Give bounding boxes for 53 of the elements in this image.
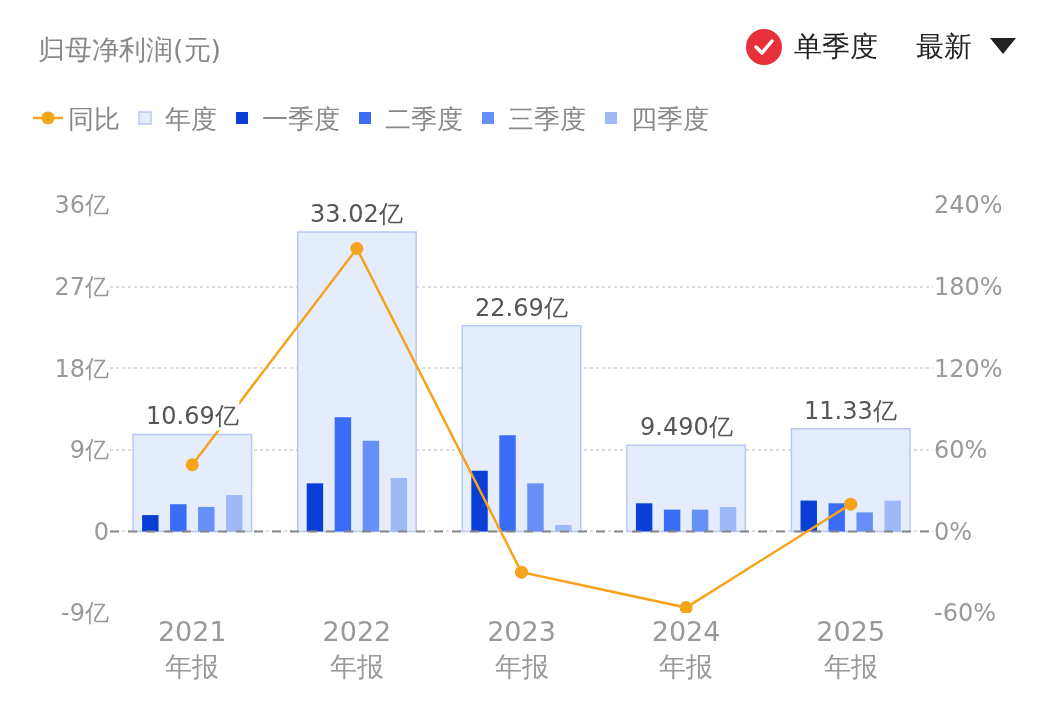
y-tick-label: 0 — [93, 517, 109, 546]
data-label: 9.490亿 — [640, 413, 733, 441]
legend-label: 二季度 — [385, 104, 463, 135]
x-tick-label: 2023 年报 — [487, 616, 556, 683]
bar — [198, 506, 215, 532]
point — [515, 565, 528, 579]
bar — [719, 506, 737, 532]
bar — [334, 417, 352, 532]
bar — [471, 470, 488, 532]
text: 最新 — [916, 29, 972, 65]
bar — [635, 503, 653, 532]
x-tick-label: 2022 年报 — [322, 616, 392, 683]
point — [844, 497, 858, 511]
data-label: 33.02亿 — [310, 200, 403, 228]
x-tick-label: 2024 年报 — [651, 616, 721, 683]
bar — [170, 504, 187, 532]
point — [350, 242, 364, 256]
bar — [362, 440, 380, 532]
bar — [226, 495, 243, 532]
legend-label: 一季度 — [262, 104, 340, 135]
bar — [499, 435, 516, 532]
bar — [884, 500, 901, 532]
y-tick-label: -9亿 — [61, 599, 109, 628]
y-tick-label: 18亿 — [54, 354, 109, 383]
legend-label: 四季度 — [631, 104, 709, 135]
y-tick-label: 9亿 — [69, 436, 109, 465]
bar — [390, 477, 408, 532]
y2-tick-label: 0% — [934, 517, 973, 546]
y2-tick-label: 120% — [934, 354, 1003, 383]
point — [185, 458, 199, 472]
x-tick-label: 2021 年报 — [157, 616, 227, 683]
chart-title: 归母净利润(元) — [38, 34, 222, 66]
legend-label: 年度 — [165, 104, 217, 135]
bar — [691, 509, 709, 532]
bar — [306, 483, 324, 532]
bar — [142, 515, 159, 532]
y2-tick-label: 60% — [934, 436, 988, 465]
data-label: 22.69亿 — [475, 294, 568, 322]
y-tick-label: 36亿 — [54, 191, 109, 220]
bar — [663, 509, 681, 532]
data-label: 10.69亿 — [146, 402, 239, 430]
y2-tick-label: 240% — [934, 191, 1003, 220]
bar — [527, 483, 544, 532]
y-tick-label: 27亿 — [54, 273, 109, 301]
x-tick-label: 2025 年报 — [816, 616, 886, 683]
y2-tick-label: -60% — [934, 599, 997, 628]
legend-label: 同比 — [68, 104, 120, 135]
data-label: 11.33亿 — [804, 397, 897, 425]
text: 单季度 — [794, 29, 878, 65]
point — [679, 601, 693, 613]
y2-tick-label: 180% — [934, 273, 1003, 301]
bar — [856, 512, 873, 532]
legend-label: 三季度 — [508, 104, 586, 135]
